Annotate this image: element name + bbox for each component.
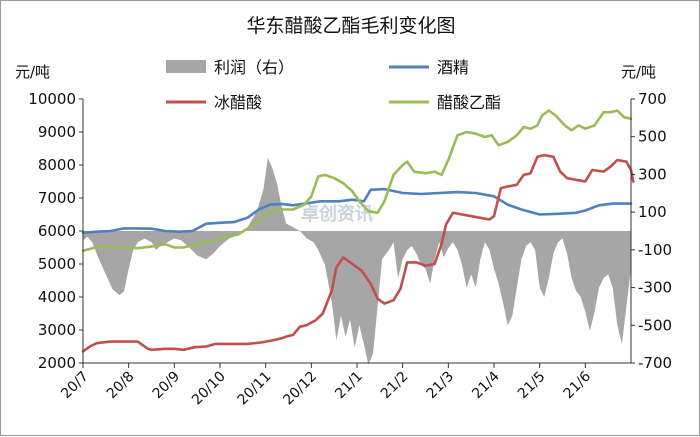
x-tick-label: 20/7 xyxy=(58,369,92,403)
legend-swatch-profit xyxy=(166,60,206,73)
x-tick-label: 21/5 xyxy=(515,369,549,403)
series-line-ethanol xyxy=(81,187,633,234)
x-tick-label: 20/12 xyxy=(280,369,320,409)
x-tick-label: 21/2 xyxy=(378,369,412,403)
right-tick-label: 500 xyxy=(638,128,667,146)
left-axis-unit: 元/吨 xyxy=(15,63,50,81)
x-tick-label: 21/1 xyxy=(332,369,366,403)
right-tick-label: -700 xyxy=(638,354,672,372)
right-tick-label: 300 xyxy=(638,165,667,183)
plot-area xyxy=(81,109,635,365)
left-tick-label: 6000 xyxy=(38,222,76,240)
left-tick-label: 4000 xyxy=(38,288,76,306)
chart-title: 华东醋酸乙酯毛利变化图 xyxy=(246,15,455,37)
x-tick-label: 21/6 xyxy=(561,368,595,402)
legend-label-profit: 利润（右） xyxy=(214,58,294,77)
x-tick-label: 21/4 xyxy=(469,368,503,402)
right-tick-label: -100 xyxy=(638,241,672,259)
x-tick-label: 21/3 xyxy=(424,369,458,403)
x-tick-label: 20/9 xyxy=(150,369,184,403)
left-tick-label: 9000 xyxy=(38,123,76,141)
legend-label-ethyl-acetate: 醋酸乙酯 xyxy=(437,93,501,112)
legend: 利润（右） 酒精 冰醋酸 醋酸乙酯 xyxy=(166,58,501,112)
right-axis-unit: 元/吨 xyxy=(621,63,656,81)
left-tick-label: 5000 xyxy=(38,255,76,273)
right-tick-label: -300 xyxy=(638,279,672,297)
series-line-acetic xyxy=(81,153,635,353)
right-tick-label: 100 xyxy=(638,203,667,221)
right-tick-label: 700 xyxy=(638,90,667,108)
left-tick-label: 7000 xyxy=(38,189,76,207)
right-tick-label: -500 xyxy=(638,316,672,334)
left-tick-label: 8000 xyxy=(38,156,76,174)
left-tick-label: 2000 xyxy=(38,354,76,372)
x-tick-label: 20/10 xyxy=(189,369,229,409)
series-area-profit xyxy=(83,157,631,365)
left-tick-label: 3000 xyxy=(38,321,76,339)
left-tick-label: 10000 xyxy=(28,90,76,108)
watermark: 卓创资讯 xyxy=(301,203,373,225)
legend-label-acetic: 冰醋酸 xyxy=(214,93,262,112)
legend-label-ethanol: 酒精 xyxy=(437,58,469,77)
x-tick-label: 20/11 xyxy=(235,369,275,409)
x-tick-label: 20/8 xyxy=(104,369,138,403)
series-line-ethyl-acetate xyxy=(81,109,633,253)
